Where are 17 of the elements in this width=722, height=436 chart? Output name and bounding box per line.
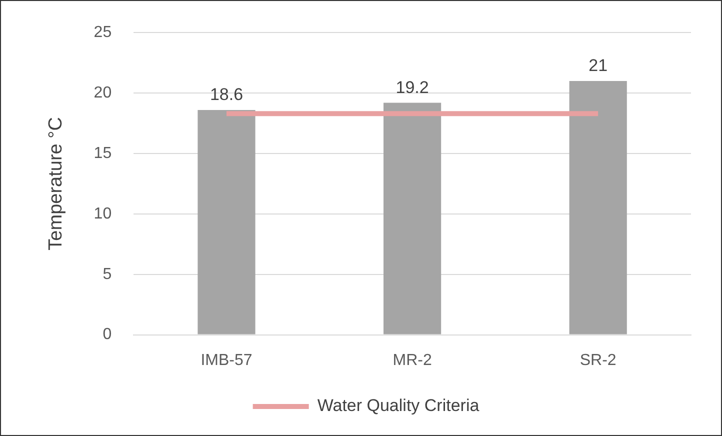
bar	[569, 80, 627, 334]
x-tick-label: SR-2	[580, 352, 616, 369]
y-tick-label: 10	[94, 205, 112, 222]
legend-label: Water Quality Criteria	[317, 396, 480, 416]
y-tick-label: 5	[102, 266, 112, 283]
data-label: 21	[588, 56, 608, 76]
x-tick-label: MR-2	[392, 352, 432, 369]
y-tick-label: 20	[94, 84, 112, 102]
data-label: 19.2	[396, 78, 429, 97]
y-axis-title: Temperature °C	[46, 117, 67, 250]
y-tick-label: 15	[94, 144, 112, 162]
y-tick-label: 25	[94, 24, 112, 42]
bar	[384, 102, 442, 334]
x-tick-label: IMB-57	[200, 352, 252, 369]
data-label: 18.6	[210, 85, 244, 104]
y-tick-label: 0	[102, 326, 112, 344]
bar	[198, 110, 256, 334]
